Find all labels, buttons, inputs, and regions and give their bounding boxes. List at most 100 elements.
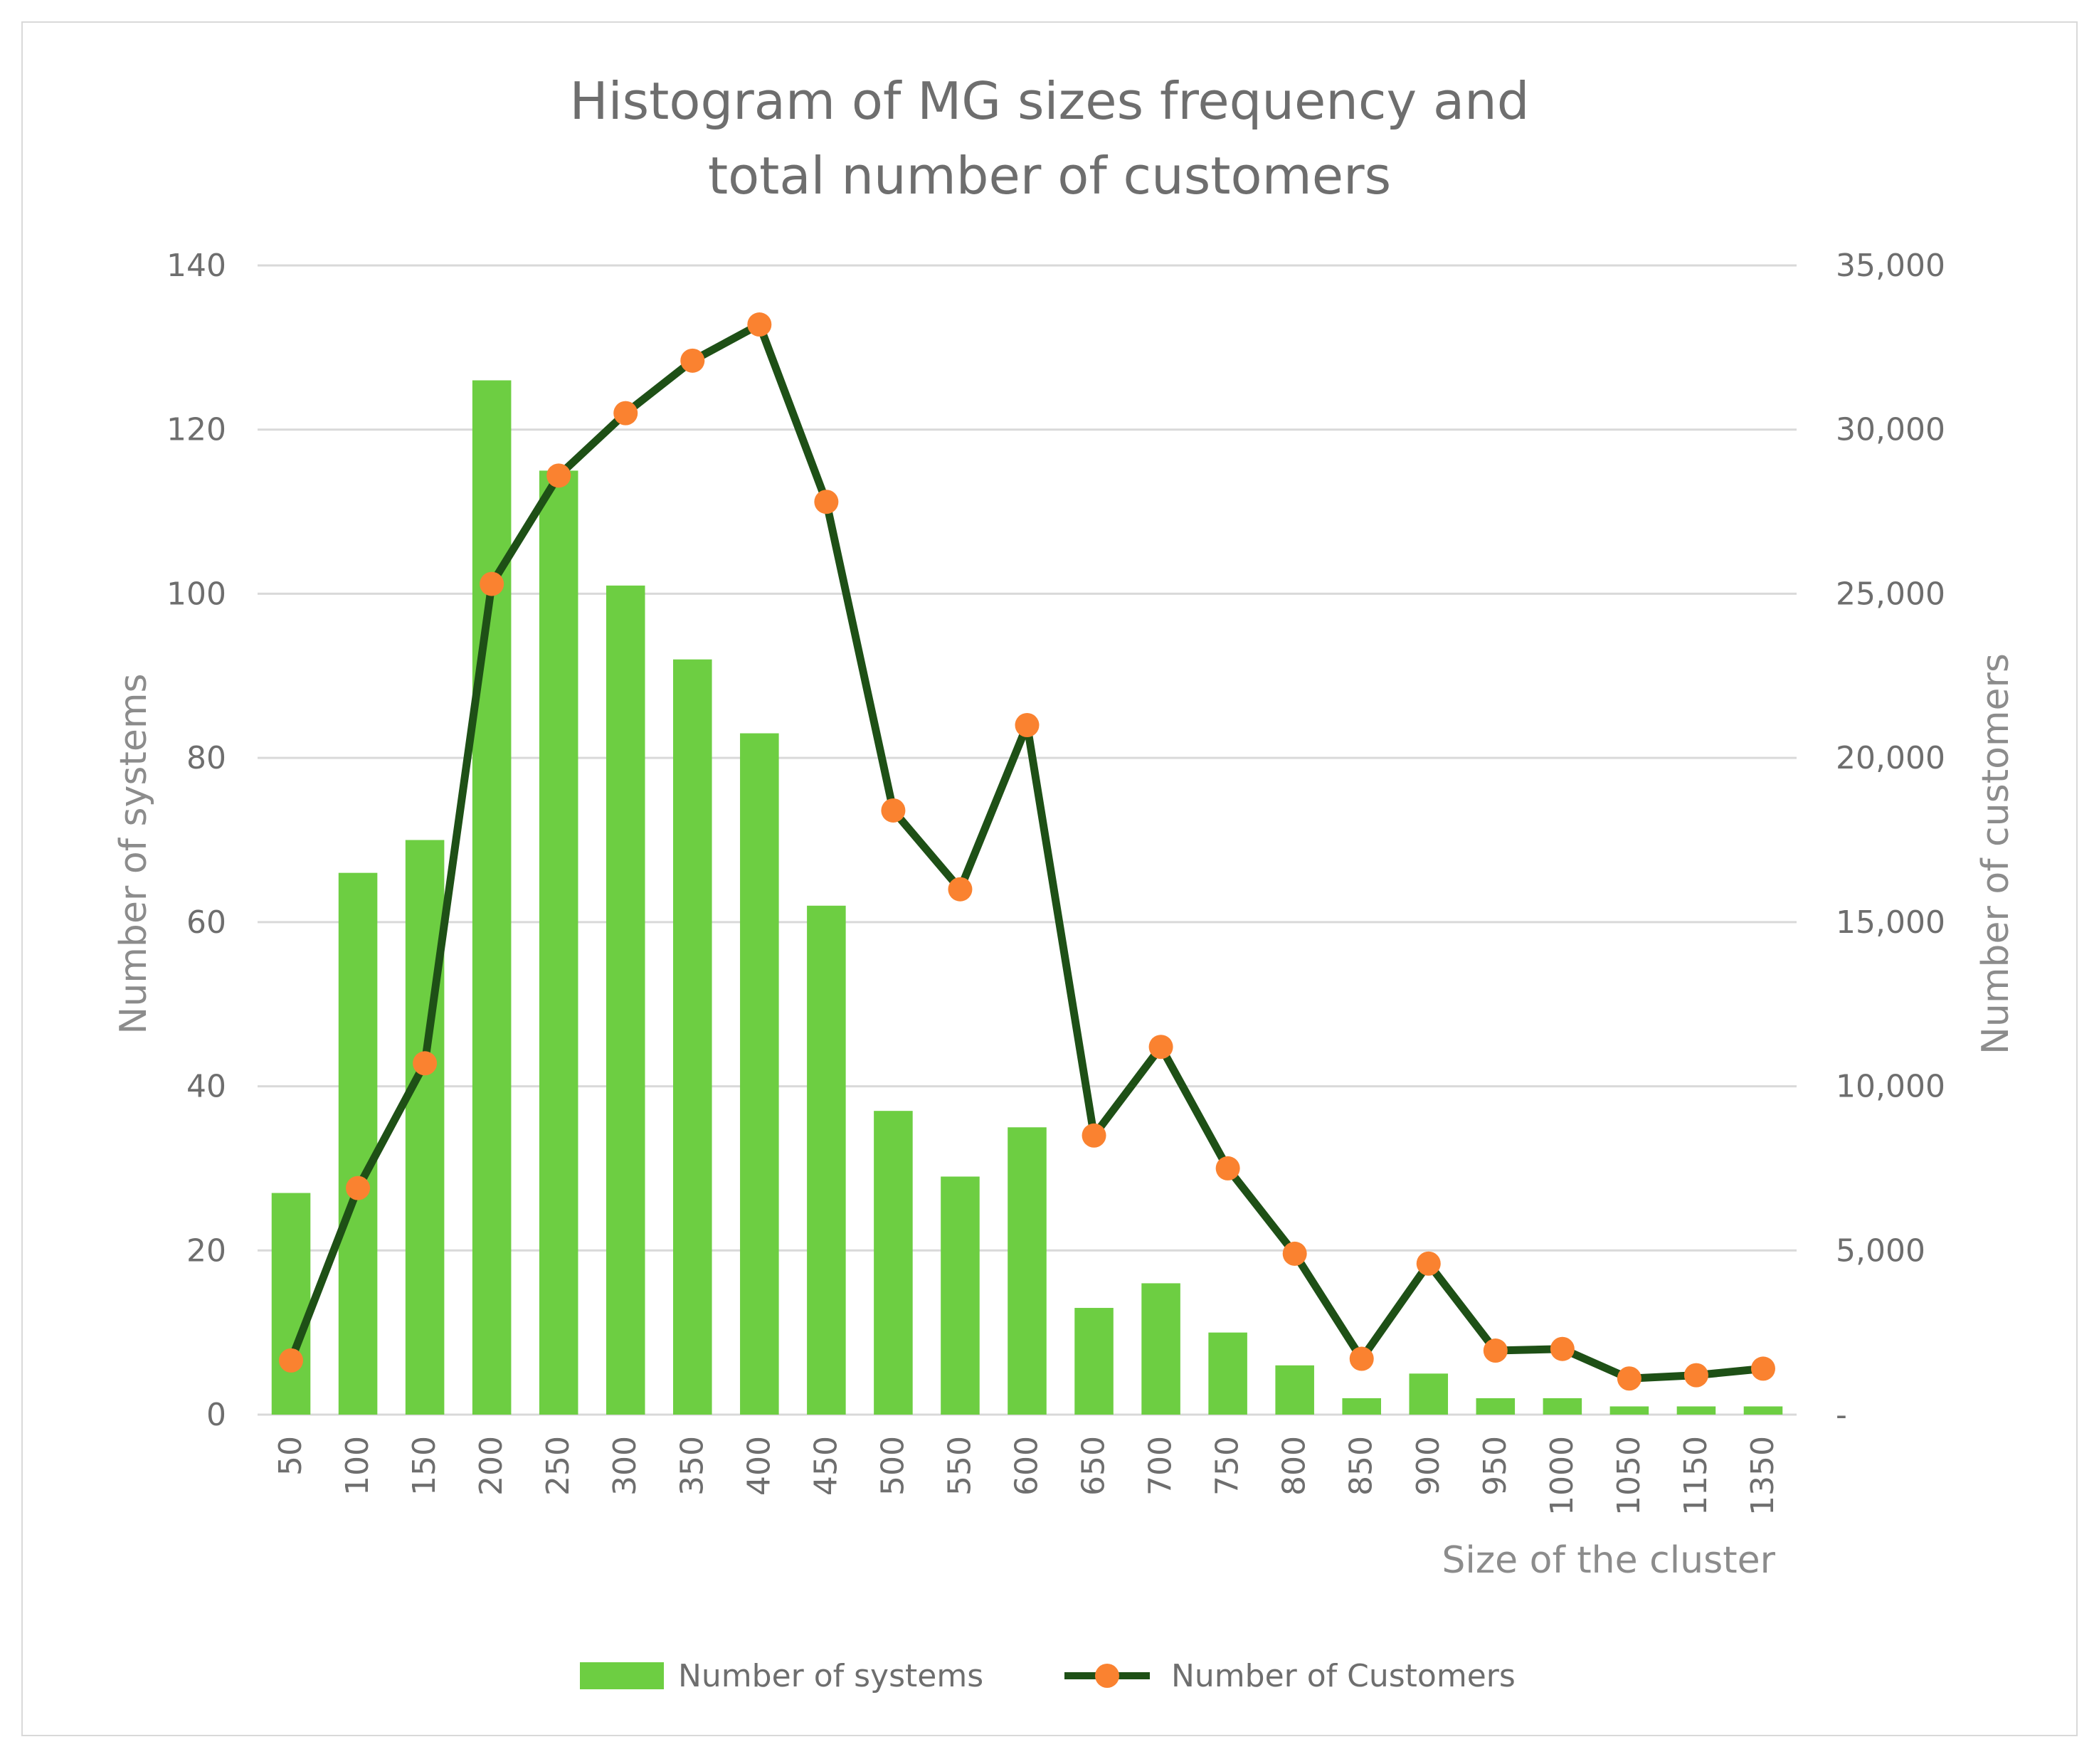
bar-series [271, 380, 1783, 1415]
line-series [279, 312, 1775, 1391]
x-tick-label: 700 [1143, 1436, 1179, 1496]
y-left-tick-label: 140 [166, 248, 226, 284]
x-tick-label: 1350 [1745, 1436, 1781, 1516]
x-tick-label: 400 [741, 1436, 777, 1496]
y-left-tick-label: 120 [166, 412, 226, 448]
x-axis-title: Size of the cluster [1442, 1539, 1775, 1582]
y-right-tick-label: 15,000 [1836, 904, 1945, 941]
bar [1008, 1127, 1047, 1415]
chart-frame [21, 21, 2078, 1736]
bar [1676, 1406, 1716, 1415]
data-point [1750, 1356, 1775, 1381]
y-left-tick-label: 80 [186, 740, 226, 776]
bar [941, 1176, 980, 1415]
bar [472, 380, 512, 1415]
data-point [881, 798, 906, 823]
data-point [1483, 1338, 1508, 1363]
y-right-tick-label: 5,000 [1836, 1232, 1925, 1269]
x-axis: 50 100 150 200 250 300 350 400 450 500 550 600 650 70… [273, 1436, 1781, 1516]
bar [1743, 1406, 1783, 1415]
bar [874, 1111, 913, 1415]
data-point [1148, 1035, 1173, 1060]
x-tick-label: 450 [808, 1436, 844, 1496]
data-point [814, 490, 839, 514]
y-right-tick-label: 30,000 [1836, 412, 1945, 448]
x-tick-label: 650 [1076, 1436, 1112, 1496]
data-point [346, 1176, 371, 1200]
x-tick-label: 850 [1343, 1436, 1380, 1496]
x-tick-label: 950 [1477, 1436, 1513, 1496]
data-point [480, 571, 504, 596]
bar [1141, 1283, 1180, 1415]
x-tick-label: 600 [1009, 1436, 1045, 1496]
y-right-tick-label: 20,000 [1836, 740, 1945, 776]
chart-title-line-1: Histogram of MG sizes frequency and [569, 71, 1530, 131]
legend-label-bars: Number of systems [678, 1658, 983, 1694]
x-tick-label: 800 [1276, 1436, 1313, 1496]
legend-swatch-marker [1095, 1664, 1119, 1688]
y-left-tick-label: 20 [186, 1232, 226, 1269]
bar [1476, 1398, 1516, 1415]
x-tick-label: 500 [874, 1436, 911, 1496]
bar [1342, 1398, 1381, 1415]
x-tick-label: 1050 [1611, 1436, 1647, 1516]
x-tick-label: 550 [941, 1436, 978, 1496]
data-point [279, 1348, 304, 1373]
data-point [413, 1051, 438, 1076]
data-point [680, 348, 705, 373]
data-point [1617, 1366, 1641, 1391]
legend: Number of systems Number of Customers [580, 1658, 1516, 1694]
bar [673, 659, 712, 1415]
bar [1409, 1373, 1449, 1415]
data-point [1683, 1363, 1708, 1388]
y-right-tick-label: 25,000 [1836, 576, 1945, 612]
bar [606, 585, 645, 1415]
y-left-tick-label: 100 [166, 576, 226, 612]
data-point [546, 463, 571, 488]
x-tick-label: 1000 [1544, 1436, 1580, 1516]
x-tick-label: 50 [273, 1436, 309, 1476]
data-point [1349, 1346, 1374, 1371]
gridlines [258, 264, 1797, 1416]
bar [1543, 1398, 1582, 1415]
y-axis-right: - 5,000 10,000 15,000 20,000 25,000 30,000 35,0… [1836, 248, 1945, 1433]
data-point [1082, 1123, 1106, 1148]
data-point [1550, 1336, 1575, 1361]
y-axis-left: 0 20 40 60 80 100 120 140 [166, 248, 226, 1433]
x-tick-label: 250 [540, 1436, 576, 1496]
legend-swatch-bars [580, 1662, 664, 1689]
y-right-tick-label: 35,000 [1836, 248, 1945, 284]
chart-title-line-2: total number of customers [707, 146, 1392, 206]
y-left-tick-label: 0 [206, 1397, 226, 1433]
data-point [1015, 713, 1040, 737]
x-tick-label: 300 [607, 1436, 643, 1496]
x-tick-label: 1150 [1678, 1436, 1714, 1516]
legend-label-line: Number of Customers [1171, 1658, 1516, 1694]
x-tick-label: 150 [406, 1436, 443, 1496]
y-left-tick-label: 40 [186, 1069, 226, 1105]
bar [271, 1193, 311, 1415]
bar [338, 872, 378, 1415]
data-point [747, 312, 772, 337]
y-right-tick-label: - [1836, 1397, 1847, 1433]
y-axis-right-title: Number of customers [1974, 653, 2017, 1055]
bar [1609, 1406, 1649, 1415]
y-left-tick-label: 60 [186, 904, 226, 941]
data-point [948, 877, 973, 902]
data-point [1215, 1156, 1240, 1181]
data-point [1282, 1241, 1307, 1266]
x-tick-label: 900 [1410, 1436, 1447, 1496]
bar [539, 470, 578, 1415]
x-tick-label: 350 [674, 1436, 710, 1496]
bar [1074, 1308, 1114, 1415]
y-axis-left-title: Number of systems [112, 673, 155, 1034]
x-tick-label: 100 [339, 1436, 376, 1496]
x-tick-label: 750 [1210, 1436, 1246, 1496]
bar [740, 733, 779, 1415]
bar [1275, 1365, 1314, 1415]
bar [1208, 1332, 1247, 1415]
bar [807, 905, 846, 1415]
data-point [613, 401, 638, 426]
data-point [1416, 1251, 1441, 1276]
